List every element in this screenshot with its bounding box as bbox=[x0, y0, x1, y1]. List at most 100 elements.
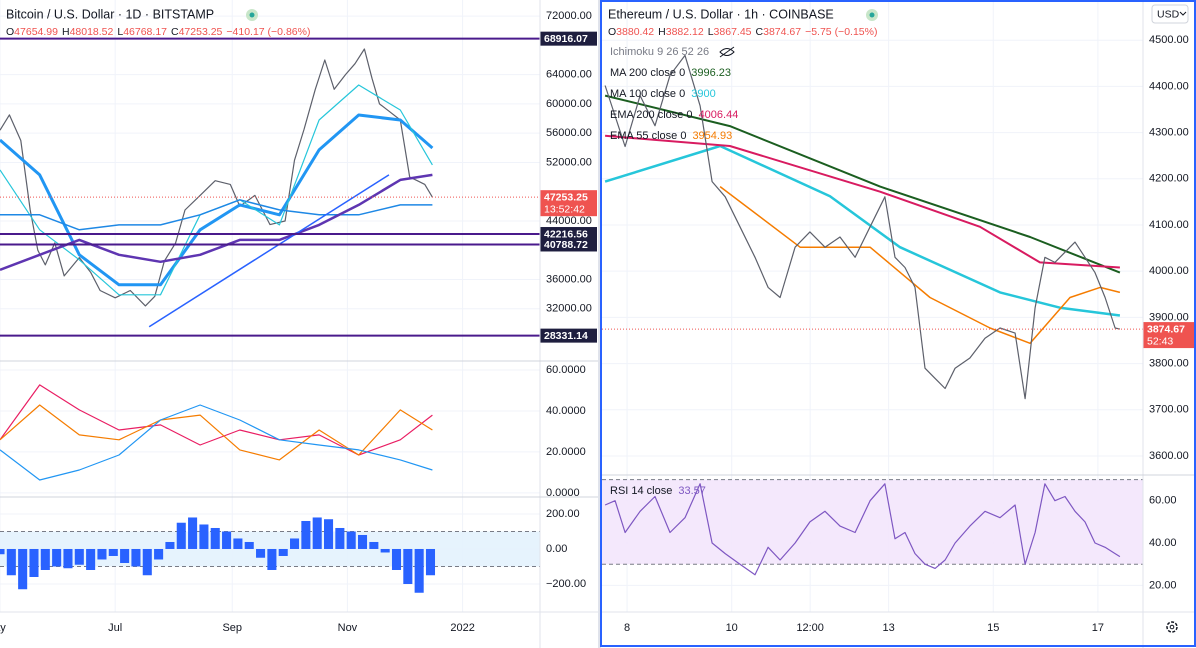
series-line bbox=[0, 48, 433, 307]
series-legend: EMA 200 close 0 4006.44 bbox=[610, 109, 738, 121]
level-label-box bbox=[540, 31, 597, 46]
y-tick-label: 36000.00 bbox=[546, 273, 592, 285]
y-tick-label: 3600.00 bbox=[1149, 450, 1189, 462]
level-label-box bbox=[540, 328, 597, 343]
x-tick-label: 12:00 bbox=[796, 622, 824, 634]
gear-hub[interactable] bbox=[1169, 624, 1175, 630]
ohlc-value: 47654.99 bbox=[14, 26, 58, 38]
histogram-bar bbox=[369, 541, 379, 549]
eye-strike[interactable] bbox=[719, 46, 735, 58]
y-tick-label: 3700.00 bbox=[1149, 404, 1189, 416]
histogram-bar bbox=[131, 548, 141, 567]
series-legend: EMA 55 close 0 3954.93 bbox=[610, 130, 732, 142]
x-tick-label: Nov bbox=[338, 622, 358, 634]
series-legend: MA 200 close 0 3996.23 bbox=[610, 67, 731, 79]
y-tick-label: 44000.00 bbox=[546, 215, 592, 227]
level-label: 42216.56 bbox=[544, 228, 588, 240]
x-tick-label: 8 bbox=[624, 622, 630, 634]
series-line bbox=[0, 404, 433, 481]
x-tick-label: Sep bbox=[222, 622, 242, 634]
currency-label[interactable]: USD bbox=[1157, 8, 1180, 20]
histogram-bar bbox=[52, 548, 62, 567]
price-change: −5.75 (−0.15%) bbox=[805, 26, 877, 38]
pane bbox=[0, 15, 540, 337]
currency-selector[interactable]: USD bbox=[1151, 4, 1189, 24]
level-label: 68916.07 bbox=[544, 33, 588, 45]
indicator-value: 33.57 bbox=[678, 485, 706, 497]
histogram-bar bbox=[165, 541, 175, 549]
histogram-bar bbox=[425, 548, 436, 576]
x-tick-label: 10 bbox=[726, 622, 738, 634]
series-line bbox=[604, 94, 1121, 274]
layout-divider bbox=[598, 0, 601, 648]
level-label: 28331.14 bbox=[544, 330, 588, 342]
histogram-bar bbox=[380, 548, 390, 553]
countdown-label: 52:43 bbox=[1147, 335, 1173, 347]
y-tick-label: 60.0000 bbox=[546, 364, 586, 376]
settings-icon[interactable] bbox=[1166, 621, 1178, 633]
series-name: EMA 200 close 0 bbox=[610, 109, 693, 121]
y-tick-label: 0.0000 bbox=[546, 487, 580, 499]
series-value: 4006.44 bbox=[699, 109, 739, 121]
y-tick-label: 72000.00 bbox=[546, 10, 592, 22]
y-tick-label: 52000.00 bbox=[546, 156, 592, 168]
pane bbox=[0, 513, 540, 593]
ohlc-key: C bbox=[171, 26, 179, 38]
ohlc-key: L bbox=[708, 26, 714, 38]
histogram-bar bbox=[6, 548, 16, 576]
ohlc-key: H bbox=[658, 26, 666, 38]
series-legend: MA 100 close 0 3900 bbox=[610, 88, 716, 100]
ohlc-value: 46768.17 bbox=[123, 26, 167, 38]
price-change: −410.17 (−0.86%) bbox=[226, 26, 310, 38]
series-line bbox=[604, 483, 1121, 576]
series-line bbox=[719, 186, 1121, 345]
histogram-bar bbox=[188, 517, 198, 549]
y-tick-label: 60000.00 bbox=[546, 98, 592, 110]
histogram-bar bbox=[244, 541, 254, 549]
histogram-bar bbox=[86, 548, 96, 570]
ohlc-value: 3874.67 bbox=[763, 26, 801, 38]
level-label-box bbox=[540, 237, 597, 252]
y-tick-label: 4400.00 bbox=[1149, 80, 1189, 92]
ohlc-value: 47253.25 bbox=[179, 26, 223, 38]
series-line bbox=[0, 199, 433, 231]
market-status bbox=[249, 12, 255, 18]
y-tick-label: 0.00 bbox=[546, 543, 567, 555]
histogram-bar bbox=[414, 548, 424, 593]
currency-box[interactable] bbox=[1151, 4, 1189, 24]
last-price-box bbox=[1143, 322, 1194, 349]
dropdown-caret[interactable] bbox=[1179, 11, 1187, 16]
histogram-bar bbox=[120, 548, 130, 563]
last-price-label: 3874.67 bbox=[1147, 323, 1185, 335]
ohlc-key: O bbox=[6, 26, 14, 38]
ohlc-key: C bbox=[756, 26, 764, 38]
eye-outline[interactable] bbox=[719, 48, 735, 56]
eye-icon[interactable] bbox=[719, 46, 735, 58]
y-tick-label: 4500.00 bbox=[1149, 34, 1189, 46]
histogram-bar bbox=[233, 538, 243, 549]
pane bbox=[0, 369, 540, 494]
y-tick-label: 20.00 bbox=[1149, 579, 1177, 591]
y-tick-label: 3900.00 bbox=[1149, 311, 1189, 323]
gear[interactable] bbox=[1166, 621, 1178, 633]
y-tick-label: 4000.00 bbox=[1149, 265, 1189, 277]
y-tick-label: 60.00 bbox=[1149, 495, 1177, 507]
chart-title: Ethereum / U.S. Dollar · 1h · COINBASE bbox=[608, 7, 834, 21]
histogram-bar bbox=[18, 548, 28, 590]
active-chart-border bbox=[600, 0, 1196, 647]
histogram-bar bbox=[74, 548, 84, 565]
y-tick-label: −200.00 bbox=[546, 578, 586, 590]
histogram-bar bbox=[199, 524, 209, 549]
indicator-name: RSI 14 close bbox=[610, 485, 672, 497]
y-tick-label: 4300.00 bbox=[1149, 126, 1189, 138]
band-fill bbox=[602, 479, 1143, 565]
y-tick-label: 3800.00 bbox=[1149, 357, 1189, 369]
series-line bbox=[0, 384, 433, 456]
y-tick-label: 40.00 bbox=[1149, 537, 1177, 549]
histogram-bar bbox=[40, 548, 50, 570]
y-tick-label: 40.0000 bbox=[546, 405, 586, 417]
histogram-bar bbox=[267, 548, 277, 570]
y-tick-label: 56000.00 bbox=[546, 127, 592, 139]
histogram-bar bbox=[97, 548, 107, 560]
